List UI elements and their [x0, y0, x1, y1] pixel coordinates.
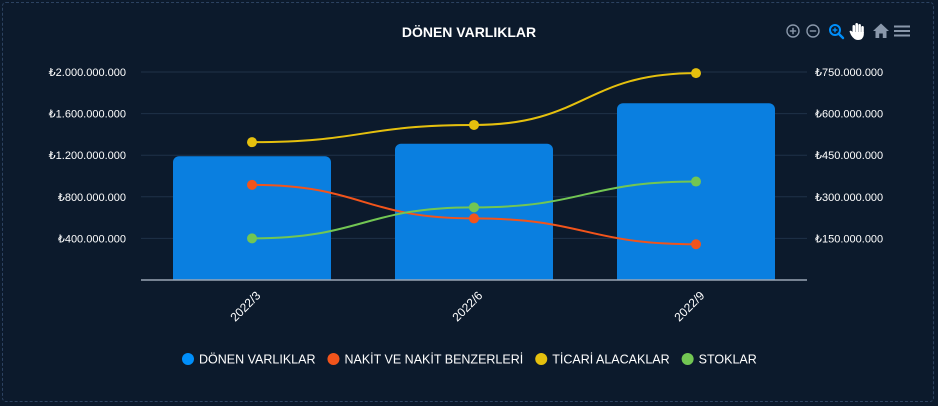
legend: DÖNEN VARLIKLAR NAKİT VE NAKİT BENZERLERİ… [182, 353, 757, 367]
x-tick-label: 2022/3 [227, 288, 263, 324]
chart-toolbar [786, 23, 910, 40]
legend-marker [535, 353, 548, 365]
x-tick-label: 2022/6 [449, 288, 485, 324]
bar-base [173, 272, 331, 280]
legend-item[interactable]: TİCARİ ALACAKLAR [535, 353, 670, 367]
point-naki-t-ve-naki-t-benzerleri--1[interactable] [469, 213, 479, 224]
right-tick-label: ₺600.000.000 [815, 109, 883, 121]
right-tick-label: ₺150.000.000 [815, 233, 883, 245]
point-ti-cari-alacaklar-2[interactable] [691, 68, 701, 79]
left-tick-label: ₺400.000.000 [58, 233, 126, 245]
x-axis: 2022/3 2022/6 2022/9 [227, 288, 707, 324]
legend-label: STOKLAR [699, 353, 757, 367]
point-stoklar-0[interactable] [247, 233, 257, 244]
zoom-in-icon[interactable] [786, 24, 800, 38]
line-series [247, 68, 701, 250]
left-tick-label: ₺800.000.000 [58, 192, 126, 204]
point-stoklar-1[interactable] [469, 202, 479, 213]
bar-2022-9[interactable] [617, 103, 775, 280]
bar-base [395, 272, 553, 280]
legend-marker [182, 353, 194, 365]
point-naki-t-ve-naki-t-benzerleri--2[interactable] [691, 239, 701, 250]
right-tick-label: ₺750.000.000 [815, 67, 883, 79]
point-ti-cari-alacaklar-0[interactable] [247, 137, 257, 148]
selection-zoom-icon[interactable] [829, 24, 845, 40]
right-tick-label: ₺300.000.000 [815, 192, 883, 204]
pan-hand-icon[interactable] [849, 23, 864, 40]
legend-item[interactable]: DÖNEN VARLIKLAR [182, 353, 315, 367]
x-tick-label: 2022/9 [671, 288, 707, 324]
legend-label: DÖNEN VARLIKLAR [199, 353, 315, 367]
zoom-out-icon[interactable] [806, 24, 820, 38]
legend-item[interactable]: NAKİT VE NAKİT BENZERLERİ [327, 353, 523, 367]
right-tick-label: ₺450.000.000 [815, 150, 883, 162]
left-tick-label: ₺2.000.000.000 [49, 67, 126, 79]
bar-2022-3[interactable] [173, 156, 331, 280]
right-axis: ₺150.000.000 ₺300.000.000 ₺450.000.000 ₺600… [815, 67, 883, 245]
chart-title: DÖNEN VARLIKLAR [402, 24, 536, 40]
point-naki-t-ve-naki-t-benzerleri--0[interactable] [247, 179, 257, 190]
legend-marker [681, 353, 694, 365]
legend-label: NAKİT VE NAKİT BENZERLERİ [344, 353, 523, 367]
left-axis: ₺400.000.000 ₺800.000.000 ₺1.200.000.000 ₺1… [49, 67, 126, 245]
menu-icon[interactable] [894, 25, 910, 37]
legend-label: TİCARİ ALACAKLAR [552, 353, 669, 367]
left-tick-label: ₺1.200.000.000 [49, 150, 126, 162]
home-reset-icon[interactable] [873, 23, 889, 39]
left-tick-label: ₺1.600.000.000 [49, 109, 126, 121]
legend-marker [327, 353, 340, 365]
point-ti-cari-alacaklar-1[interactable] [469, 119, 479, 130]
point-stoklar-2[interactable] [691, 176, 701, 187]
legend-item[interactable]: STOKLAR [681, 353, 757, 367]
bar-base [617, 272, 775, 280]
